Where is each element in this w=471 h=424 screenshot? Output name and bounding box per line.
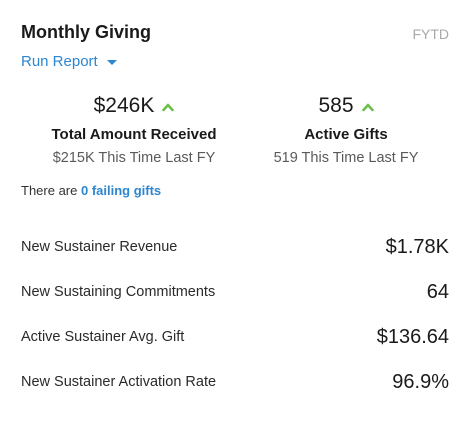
stat-total-amount: $246K Total Amount Received $215K This T… [24,92,244,166]
failing-gifts-link[interactable]: 0 failing gifts [80,183,162,198]
stat-comparison: 519 This Time Last FY [273,150,419,166]
failing-gifts-notice: There are 0 failing gifts [21,183,161,198]
failing-gifts-prefix: There are [21,183,81,198]
trend-up-icon [162,103,175,112]
stat-value: $246K [93,94,155,117]
metric-row-new-sustaining-commitments: New Sustaining Commitments 64 [21,277,449,307]
metric-value: $1.78K [385,235,449,258]
stat-label: Total Amount Received [51,126,217,143]
card-title: Monthly Giving [21,22,151,42]
stat-active-gifts: 585 Active Gifts 519 This Time Last FY [236,92,456,166]
stat-value: 585 [318,94,354,117]
caret-down-icon [106,60,117,65]
metric-value: 96.9% [392,370,449,393]
metric-label: New Sustainer Activation Rate [21,374,217,390]
metric-row-active-sustainer-avg-gift: Active Sustainer Avg. Gift $136.64 [21,322,449,352]
metric-value: $136.64 [376,325,449,348]
period-label: FYTD [412,26,449,42]
run-report-dropdown[interactable]: Run Report [21,53,117,70]
metric-row-new-sustainer-activation-rate: New Sustainer Activation Rate 96.9% [21,367,449,397]
run-report-label: Run Report [21,53,98,70]
metric-label: New Sustaining Commitments [21,284,216,300]
metric-row-new-sustainer-revenue: New Sustainer Revenue $1.78K [21,232,449,262]
metric-label: Active Sustainer Avg. Gift [21,329,185,345]
stat-label: Active Gifts [304,126,388,143]
metric-value: 64 [426,280,449,303]
stat-comparison: $215K This Time Last FY [52,150,216,166]
metric-label: New Sustainer Revenue [21,239,178,255]
trend-up-icon [361,103,374,112]
